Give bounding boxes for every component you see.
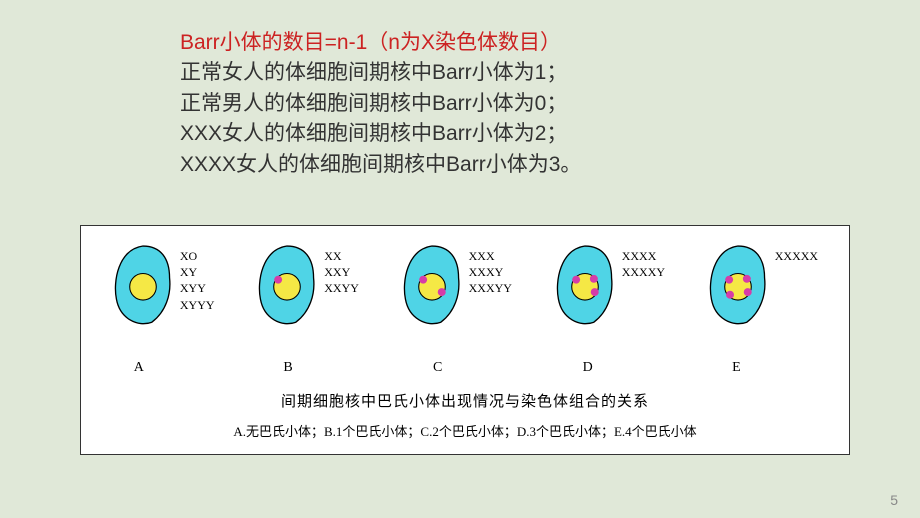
genotype-list: XXXXXXXXY (622, 240, 665, 280)
cell-label: A (106, 360, 226, 376)
page-number: 5 (890, 492, 898, 508)
line-4: XXX女人的体细胞间期核中Barr小体为2； (180, 119, 581, 149)
cell-svg (112, 240, 174, 330)
cell-diagram: XOXYXYYXYYYXXXXYXXYYXXXXXXYXXXYYXXXXXXXX… (80, 225, 850, 455)
cells-row: XOXYXYYXYYYXXXXYXXYYXXXXXXYXXXYYXXXXXXXX… (91, 240, 839, 358)
genotype-list: XXXXYXXYY (324, 240, 359, 297)
cell-group: XOXYXYYXYYY (112, 240, 215, 330)
cell-label: B (255, 360, 375, 376)
cell-svg (401, 240, 463, 330)
formula-line: Barr小体的数目=n-1（n为X染色体数目） (180, 28, 581, 58)
genotype-list: XXXXX (775, 240, 818, 264)
cell-label: D (555, 360, 675, 376)
text-block: Barr小体的数目=n-1（n为X染色体数目） 正常女人的体细胞间期核中Barr… (180, 28, 581, 180)
cell-group: XXXXYXXYY (256, 240, 359, 330)
diagram-caption-title: 间期细胞核中巴氏小体出现情况与染色体组合的关系 (91, 390, 839, 411)
cell-svg (554, 240, 616, 330)
cell-svg (707, 240, 769, 330)
cell-group: XXXXX (707, 240, 818, 330)
line-2: 正常女人的体细胞间期核中Barr小体为1； (180, 58, 581, 88)
line-3: 正常男人的体细胞间期核中Barr小体为0； (180, 89, 581, 119)
cell-group: XXXXXXYXXXYY (401, 240, 512, 330)
genotype-list: XXXXXXYXXXYY (469, 240, 512, 297)
labels-row: A B C D E (91, 360, 839, 376)
diagram-caption-legend: A.无巴氏小体；B.1个巴氏小体；C.2个巴氏小体；D.3个巴氏小体；E.4个巴… (91, 421, 839, 440)
genotype-list: XOXYXYYXYYY (180, 240, 215, 313)
line-5: XXXX女人的体细胞间期核中Barr小体为3。 (180, 150, 581, 180)
formula-note: （n为X染色体数目） (367, 31, 561, 54)
cell-svg (256, 240, 318, 330)
cell-group: XXXXXXXXY (554, 240, 665, 330)
cell-label: E (704, 360, 824, 376)
formula-prefix: Barr小体的数目=n-1 (180, 31, 367, 54)
cell-label: C (405, 360, 525, 376)
